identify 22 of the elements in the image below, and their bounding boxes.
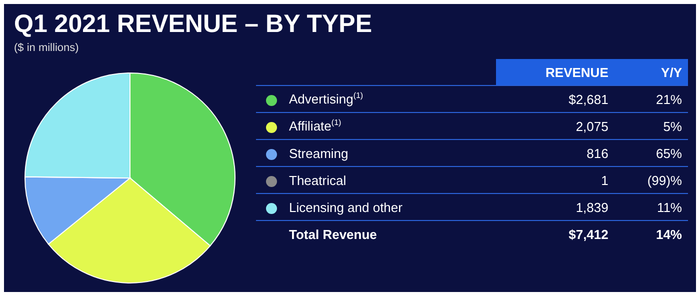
text: 21%: [614, 86, 688, 112]
text: Y/Y: [614, 59, 688, 86]
data-label: 1,839: [496, 194, 614, 220]
text: 14%: [654, 226, 683, 244]
text: Total Revenue: [288, 226, 378, 244]
text: (99)%: [614, 166, 688, 194]
data-label: 2,075: [496, 112, 614, 140]
text: REVENUE: [496, 59, 614, 86]
legend-label: Affiliate$^{(1)}$: [256, 112, 496, 140]
text: 65%: [614, 140, 688, 166]
text: 5%: [614, 112, 688, 140]
chart-title: Q1 2021 REVENUE – BY TYPE: [14, 10, 372, 39]
legend-label: Theatrical: [256, 166, 496, 194]
data-label: 816: [496, 140, 614, 166]
data-label: 1: [496, 166, 614, 194]
text: 11%: [614, 194, 688, 220]
legend-label: Advertising$^{(1)}$: [256, 86, 496, 112]
legend-label: Streaming: [256, 140, 496, 166]
text: $7,412: [568, 226, 610, 244]
chart-subtitle: ($ in millions): [14, 42, 79, 54]
data-label: $2,681: [496, 86, 614, 112]
legend-label: Licensing and other: [256, 194, 496, 220]
